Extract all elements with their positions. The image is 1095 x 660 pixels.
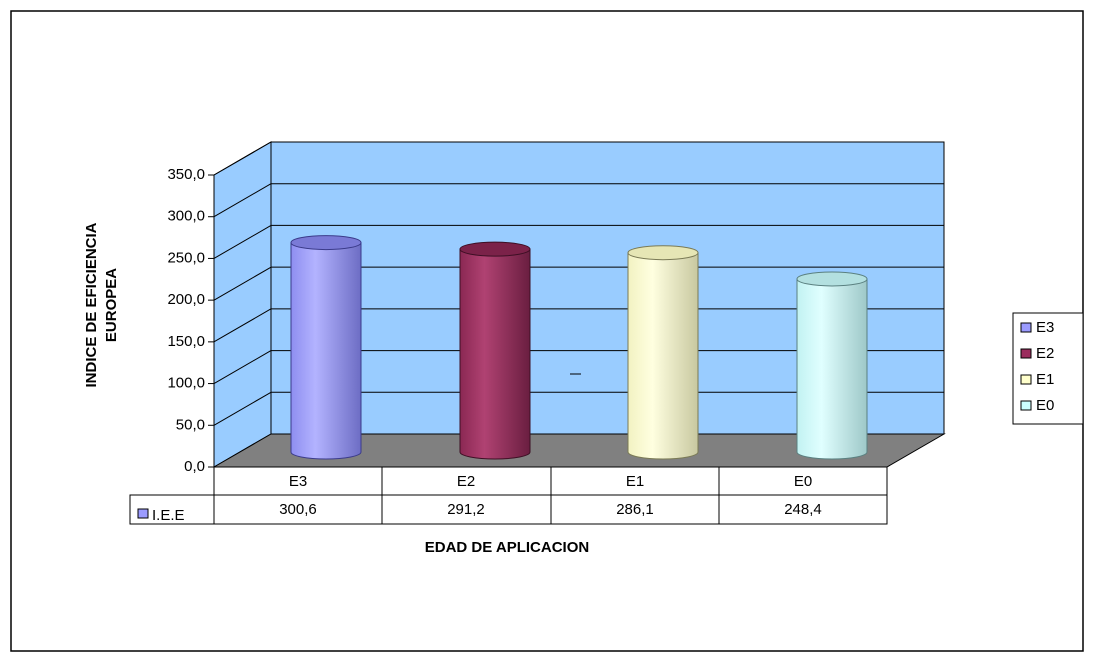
y-tick-label: 200,0	[167, 291, 205, 308]
legend-swatch-e0	[1020, 400, 1032, 411]
gridline-side	[213, 350, 272, 385]
bar-body	[627, 252, 699, 460]
bar-body	[459, 248, 531, 460]
bar-e1	[627, 245, 699, 460]
table-series-name: I.E.E	[152, 507, 185, 524]
y-tick-label: 50,0	[176, 416, 205, 433]
y-tick-label: 250,0	[167, 249, 205, 266]
y-tick-label: 150,0	[167, 333, 205, 350]
bar-body	[796, 278, 868, 460]
y-axis-ticks: 0,0 50,0 100,0 150,0 200,0 250,0 300,0 350,0	[167, 166, 214, 475]
x-axis-title: EDAD DE APLICACION	[425, 539, 589, 556]
bar-e3	[290, 235, 362, 460]
table-category-label: E2	[457, 473, 475, 490]
legend-swatch-e3	[1020, 322, 1032, 333]
bar-top	[290, 235, 362, 251]
y-axis-title-line1: INDICE DE EFICIENCIA	[83, 222, 100, 387]
gridline-side	[213, 183, 272, 218]
bar-top	[459, 241, 531, 257]
plot-side-wall	[213, 141, 272, 468]
y-tick-label: 350,0	[167, 166, 205, 183]
table-series-swatch	[137, 508, 149, 519]
table-value: 248,4	[784, 501, 822, 518]
table-value-row	[129, 494, 888, 525]
legend-label: E1	[1036, 371, 1054, 388]
legend-swatch-e1	[1020, 374, 1032, 385]
table-category-label: E0	[794, 473, 812, 490]
gridline-side	[213, 266, 272, 301]
gridline-side	[213, 391, 272, 426]
legend: E3 E2 E1 E0	[1012, 312, 1084, 425]
table-value: 291,2	[447, 501, 485, 518]
table-category-label: E3	[289, 473, 307, 490]
y-axis-title-line2: EUROPEA	[103, 268, 120, 342]
y-tick-label: 0,0	[184, 458, 205, 475]
y-tick-label: 100,0	[167, 375, 205, 392]
bar-body	[290, 242, 362, 460]
table-category-label: E1	[626, 473, 644, 490]
table-value: 286,1	[616, 501, 654, 518]
gridline-side	[213, 224, 272, 259]
bar-top	[796, 271, 868, 287]
bar-e2	[459, 241, 531, 460]
bar-e0	[796, 271, 868, 460]
bar-top	[627, 245, 699, 261]
data-table: I.E.E E3 E2 E1 E0 300,6 291,2 286,1 248,…	[129, 466, 888, 525]
legend-swatch-e2	[1020, 348, 1032, 359]
legend-label: E0	[1036, 397, 1054, 414]
legend-label: E2	[1036, 345, 1054, 362]
bars	[290, 235, 868, 460]
legend-label: E3	[1036, 319, 1054, 336]
y-tick-label: 300,0	[167, 208, 205, 225]
gridline-side	[213, 308, 272, 343]
table-value: 300,6	[279, 501, 317, 518]
gridline-side	[213, 141, 272, 176]
